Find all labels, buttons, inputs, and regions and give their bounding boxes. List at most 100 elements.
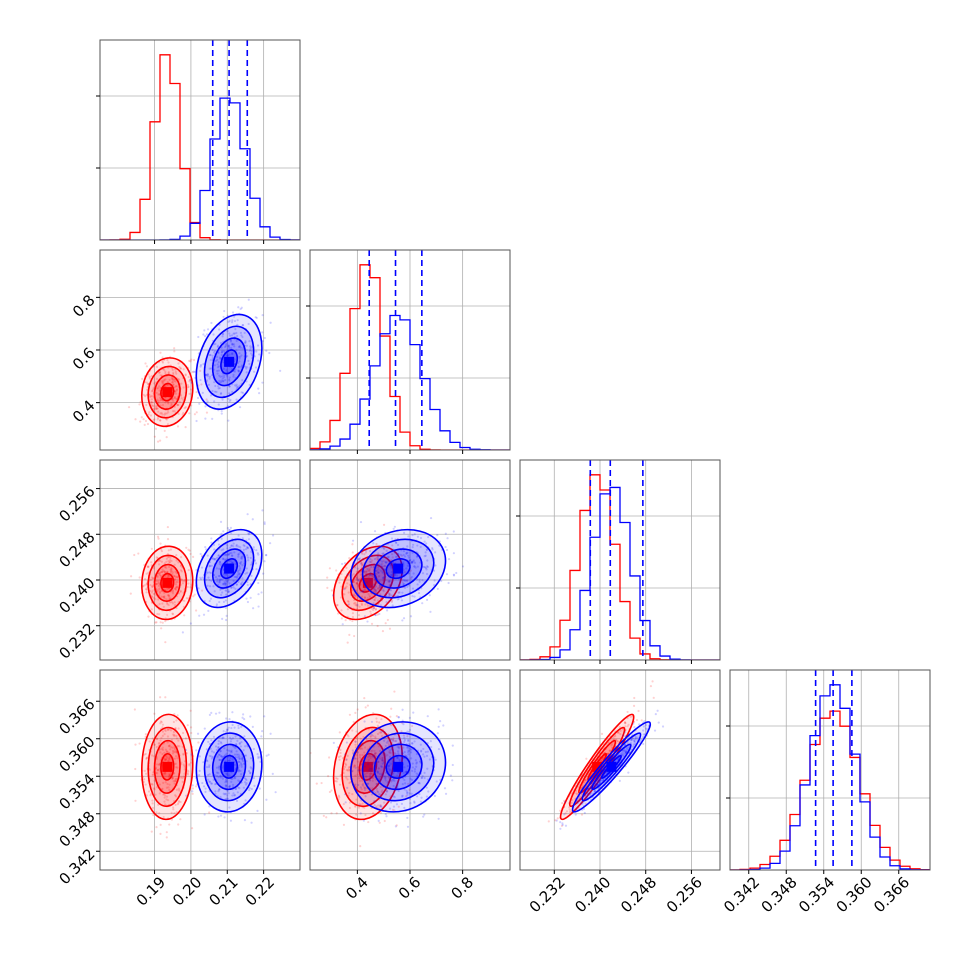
sample-point [173, 748, 177, 751]
sample-point [396, 543, 400, 547]
sample-point [377, 761, 380, 764]
sample-point [381, 758, 384, 761]
sample-point [403, 778, 406, 782]
sample-point [411, 762, 414, 765]
sample-point [210, 782, 213, 785]
sample-point [417, 781, 420, 784]
sample-point [615, 738, 618, 741]
sample-point [389, 574, 393, 577]
sample-point [377, 568, 380, 571]
sample-point [227, 749, 231, 752]
sample-point [624, 743, 627, 746]
sample-point [240, 555, 243, 559]
sample-point [406, 791, 409, 794]
sample-point [215, 603, 218, 606]
sample-point [232, 315, 236, 318]
sample-point [415, 752, 419, 756]
sample-point [402, 734, 405, 737]
sample-point [364, 551, 368, 554]
sample-point [231, 342, 234, 345]
sample-point [228, 759, 231, 762]
sample-point [344, 801, 347, 804]
sample-point [178, 799, 181, 803]
sample-point [369, 772, 372, 775]
sample-point [407, 738, 410, 742]
sample-point [372, 754, 375, 757]
sample-point [220, 351, 223, 354]
sample-point [366, 567, 369, 571]
panel-content [100, 250, 300, 450]
sample-point [245, 545, 249, 549]
sample-point [188, 763, 191, 766]
sample-point [153, 418, 156, 421]
sample-point [348, 633, 351, 636]
sample-point [149, 395, 152, 399]
sample-point [171, 378, 174, 381]
sample-point [182, 763, 185, 766]
sample-point [233, 370, 236, 373]
sample-point [178, 365, 181, 369]
sample-point [166, 613, 169, 616]
sample-point [161, 356, 164, 359]
sample-point [217, 776, 220, 779]
sample-point [208, 805, 211, 808]
sample-point [212, 351, 216, 354]
sample-point [559, 821, 562, 824]
sample-point [140, 416, 143, 419]
sample-point [559, 827, 562, 830]
sample-point [416, 583, 419, 586]
sample-point [445, 548, 449, 552]
sample-point [146, 422, 150, 426]
sample-point [144, 395, 147, 398]
sample-point [387, 764, 390, 768]
sample-point [621, 734, 625, 737]
sample-point [180, 578, 183, 581]
sample-point [182, 386, 185, 389]
sample-point [221, 777, 224, 780]
sample-point [263, 336, 266, 340]
sample-point [230, 551, 233, 555]
sample-point [218, 374, 221, 377]
sample-point [387, 765, 390, 768]
sample-point [226, 354, 229, 357]
sample-point [373, 752, 377, 755]
sample-point [150, 591, 153, 594]
sample-point [153, 743, 156, 746]
sample-point [380, 765, 383, 768]
sample-point [598, 781, 601, 785]
sample-point [348, 792, 351, 795]
sample-point [369, 756, 372, 760]
sample-point [226, 544, 229, 547]
sample-point [263, 522, 266, 526]
sample-point [157, 598, 160, 601]
sample-point [331, 594, 335, 597]
sample-point [393, 573, 396, 576]
sample-point [633, 739, 636, 742]
sample-point [221, 766, 224, 769]
sample-point [619, 753, 623, 756]
sample-point [217, 766, 221, 769]
sample-point [422, 815, 425, 818]
sample-point [389, 737, 393, 741]
sample-point [219, 375, 222, 378]
sample-point [328, 567, 331, 570]
sample-point [208, 764, 211, 767]
sample-point [219, 341, 223, 345]
sample-point [187, 369, 191, 373]
sample-point [336, 612, 340, 615]
sample-point [413, 800, 416, 803]
sample-point [359, 590, 363, 593]
sample-point [383, 564, 387, 568]
sample-point [221, 591, 224, 594]
sample-point [166, 570, 169, 574]
sample-point [228, 806, 231, 809]
sample-point [175, 795, 178, 798]
sample-point [364, 813, 367, 817]
sample-point [265, 554, 268, 557]
y-tick-label: 0.232 [55, 620, 98, 663]
sample-point [153, 743, 156, 746]
sample-point [601, 757, 604, 760]
sample-point [369, 776, 372, 779]
sample-point [397, 554, 400, 557]
sample-point [156, 768, 160, 772]
